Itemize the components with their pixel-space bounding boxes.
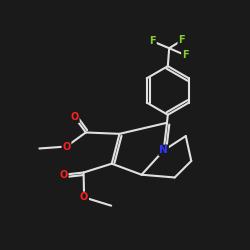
Text: O: O <box>60 170 68 180</box>
Text: O: O <box>80 192 88 202</box>
Text: N: N <box>159 146 168 156</box>
Text: F: F <box>149 36 156 46</box>
Text: F: F <box>182 50 188 60</box>
Text: O: O <box>70 112 79 122</box>
Text: F: F <box>178 36 185 46</box>
Text: O: O <box>62 142 70 152</box>
